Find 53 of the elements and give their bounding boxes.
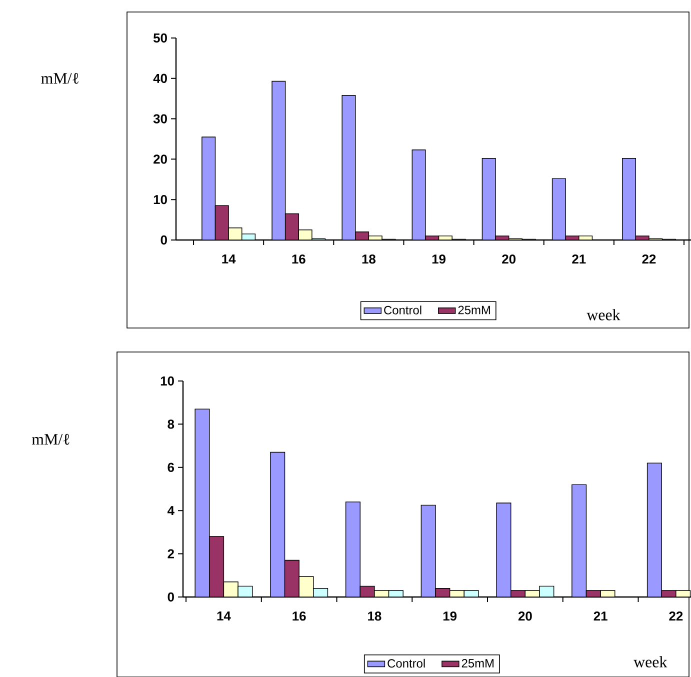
y-axis-title: mM/ℓ (41, 73, 78, 84)
y-tick-label: 0 (160, 235, 167, 245)
bar (270, 452, 286, 597)
y-tick-label: 4 (167, 506, 174, 516)
x-tick-label: 22 (669, 612, 683, 621)
x-tick-label: 14 (222, 254, 236, 264)
bar (552, 178, 566, 240)
bar (284, 560, 300, 597)
y-tick-label: 10 (160, 376, 174, 386)
y-tick-label: 2 (168, 549, 174, 558)
y-axis-title: mM/ℓ (32, 434, 70, 445)
y-tick-label: 50 (153, 33, 167, 43)
legend-label: 25mM (458, 306, 490, 314)
legend-label: 25mM (462, 659, 494, 668)
x-tick-label: 20 (518, 612, 532, 621)
x-tick-label: 21 (572, 254, 586, 264)
x-tick-label: 19 (443, 612, 457, 621)
x-tick-label: 16 (292, 612, 306, 621)
legend-label: Control (384, 306, 422, 314)
y-tick-label: 6 (168, 462, 174, 472)
bar (482, 158, 496, 240)
y-tick-label: 8 (168, 420, 174, 429)
bar (420, 504, 436, 597)
x-tick-label: 18 (362, 254, 376, 264)
bar (646, 462, 662, 597)
bar (572, 484, 587, 597)
bar (342, 95, 356, 240)
bar (284, 213, 299, 240)
x-axis-title: week (586, 309, 620, 320)
bar (209, 536, 224, 597)
legend-label: Control (388, 658, 425, 668)
x-tick-label: 22 (642, 254, 656, 264)
x-tick-label: 20 (502, 254, 516, 264)
bar (622, 158, 636, 240)
bar (194, 408, 210, 597)
x-tick-label: 16 (292, 254, 306, 264)
x-axis-title: week (634, 656, 668, 668)
x-tick-label: 19 (432, 254, 446, 264)
x-tick-label: 14 (217, 612, 231, 620)
bar (496, 502, 512, 597)
y-tick-label: 20 (154, 154, 167, 164)
bar (272, 80, 286, 240)
y-tick-label: 30 (153, 114, 167, 124)
bar (345, 502, 360, 597)
y-tick-label: 0 (168, 592, 174, 602)
x-tick-label: 18 (368, 612, 382, 621)
x-tick-label: 21 (594, 612, 608, 621)
y-tick-label: 40 (153, 74, 167, 83)
bar (202, 136, 216, 240)
bar (313, 588, 328, 597)
y-tick-label: 10 (154, 194, 167, 204)
bar (214, 205, 229, 240)
bar (412, 150, 426, 240)
